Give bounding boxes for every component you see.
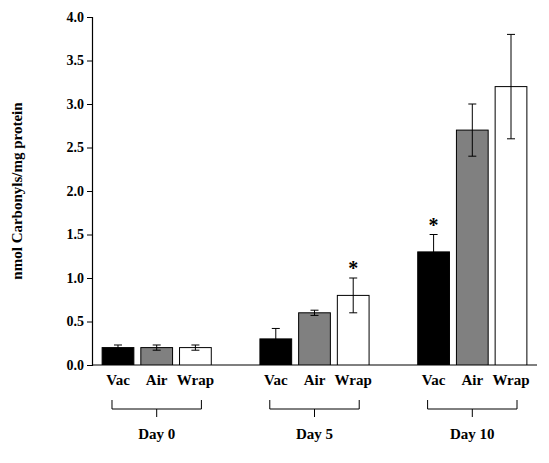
y-tick-mark [87, 61, 92, 62]
y-tick-label: 3.5 [67, 53, 85, 68]
error-bar [311, 310, 319, 315]
x-tick-label: Air [461, 372, 483, 388]
x-tick-label: Vac [106, 372, 130, 388]
error-bar [507, 34, 515, 138]
y-tick-label: 2.0 [67, 184, 85, 199]
y-axis-title: nmol Carbonyls/mg protein [9, 102, 25, 280]
y-tick-mark [87, 17, 92, 18]
error-bar [191, 345, 199, 350]
x-tick-label: Air [146, 372, 168, 388]
category-label: Day 0 [138, 426, 175, 442]
group-bracket [270, 400, 359, 417]
x-tick-label: Vac [264, 372, 288, 388]
y-tick-label: 4.0 [67, 10, 85, 25]
error-bar [114, 345, 122, 350]
error-bar [272, 328, 280, 349]
x-tick-label: Air [304, 372, 326, 388]
y-tick-label: 1.5 [67, 227, 85, 242]
y-tick-label: 2.5 [67, 140, 85, 155]
significance-marker: * [429, 214, 439, 236]
x-tick-label: Wrap [492, 372, 529, 388]
y-tick-mark [87, 104, 92, 105]
y-tick: 2.0 [67, 184, 93, 199]
category-label: Day 5 [296, 426, 333, 442]
y-tick-label: 0.5 [67, 314, 85, 329]
y-tick-label: 3.0 [67, 97, 85, 112]
y-tick-mark [87, 191, 92, 192]
y-tick-mark [87, 278, 92, 279]
error-bar [430, 235, 438, 270]
bars [102, 34, 527, 365]
chart: 0.0 0.5 1.0 1.5 2.0 2.5 3.0 3.5 4.0 Vac Vac Vac Air A… [0, 0, 549, 463]
bar [299, 313, 331, 365]
y-tick: 1.5 [67, 227, 93, 242]
error-bar [468, 104, 476, 156]
y-tick: 0.0 [67, 358, 93, 373]
y-tick: 3.5 [67, 53, 93, 68]
y-tick-mark [87, 235, 92, 236]
significance-marker: * [348, 257, 358, 279]
y-tick: 3.0 [67, 97, 93, 112]
y-axis-line [87, 18, 93, 366]
y-tick: 1.0 [67, 271, 93, 286]
y-tick-mark [87, 148, 92, 149]
y-axis: 0.0 0.5 1.0 1.5 2.0 2.5 3.0 3.5 4.0 [67, 10, 93, 373]
x-tick-label: Wrap [335, 372, 372, 388]
bar [456, 130, 488, 365]
y-tick-label: 1.0 [67, 271, 85, 286]
group-bracket [112, 400, 201, 417]
y-tick-label: 0.0 [67, 358, 85, 373]
y-tick-mark [87, 365, 92, 366]
x-tick-label: Vac [422, 372, 446, 388]
category-label: Day 10 [450, 426, 495, 442]
error-bar [153, 345, 161, 350]
x-tick-label: Wrap [177, 372, 214, 388]
y-tick: 0.5 [67, 314, 93, 329]
group-bracket [428, 400, 517, 417]
error-bar [349, 278, 357, 313]
y-tick: 2.5 [67, 140, 93, 155]
y-tick: 4.0 [67, 10, 93, 25]
plot: 0.0 0.5 1.0 1.5 2.0 2.5 3.0 3.5 4.0 Vac Vac Vac Air A… [67, 10, 538, 442]
y-tick-mark [87, 322, 92, 323]
